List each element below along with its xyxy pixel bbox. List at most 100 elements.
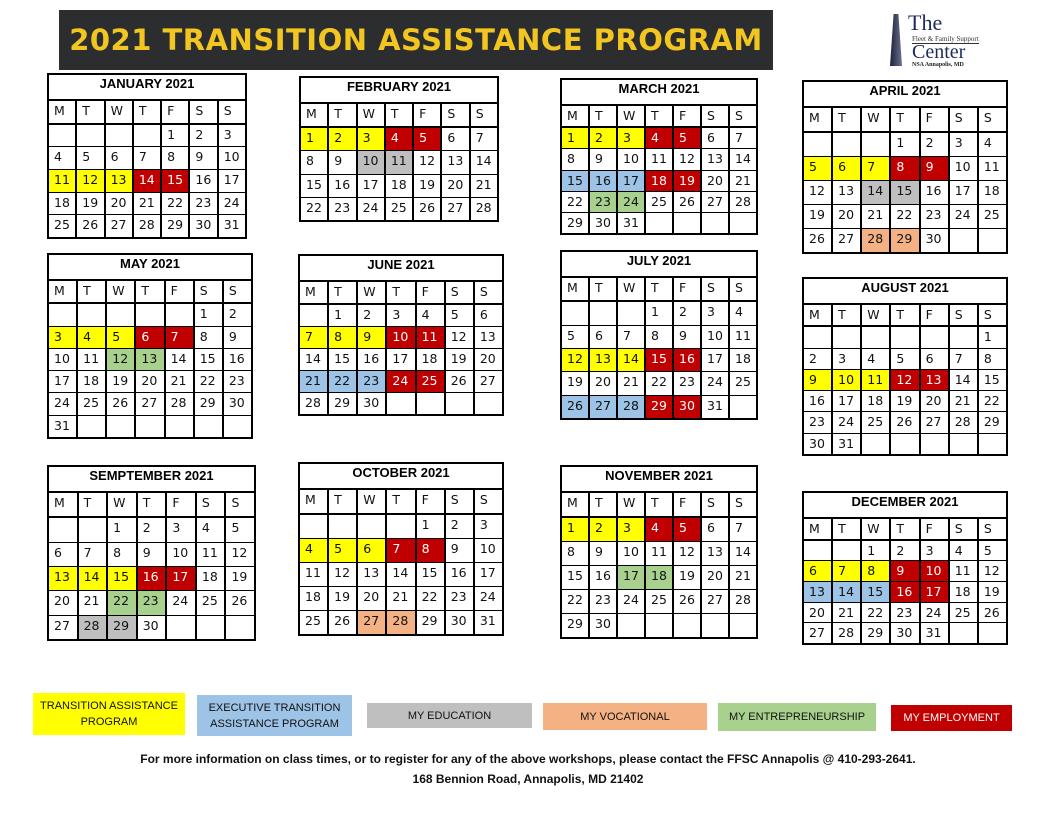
empty-day-cell bbox=[167, 615, 197, 639]
day-cell: 24 bbox=[49, 393, 79, 415]
week-row: 16 17 18 19 20 21 22 bbox=[804, 391, 1006, 413]
weekday-label: W bbox=[862, 108, 892, 131]
day-cell: 9 bbox=[358, 327, 388, 348]
day-cell: 27 bbox=[833, 229, 863, 252]
day-cell: 18 bbox=[646, 170, 674, 191]
empty-day-cell bbox=[891, 327, 921, 348]
day-cell: 9 bbox=[920, 157, 950, 180]
day-cell: 30 bbox=[190, 215, 219, 238]
day-cell: 27 bbox=[442, 197, 471, 221]
weekday-label: W bbox=[358, 282, 388, 303]
day-cell: 1 bbox=[417, 515, 446, 538]
empty-day-cell bbox=[329, 515, 359, 538]
day-cell: 26 bbox=[674, 590, 702, 613]
day-cell: 13 bbox=[920, 369, 950, 391]
weekday-label: S bbox=[983, 521, 992, 536]
empty-day-cell bbox=[950, 327, 979, 348]
day-cell: 20 bbox=[833, 205, 863, 228]
week-row: 18 19 20 21 22 23 24 bbox=[49, 192, 245, 216]
weekday-label: F bbox=[414, 104, 443, 127]
day-cell: 18 bbox=[646, 566, 674, 589]
day-cell: 22 bbox=[195, 371, 224, 393]
week-row: 9 10 11 12 13 14 15 bbox=[804, 369, 1006, 392]
week-row: 30 31 bbox=[804, 433, 1006, 454]
day-cell: 9 bbox=[674, 325, 702, 348]
week-row: 18 19 20 21 22 23 24 bbox=[300, 587, 502, 611]
weekday-label: T bbox=[77, 101, 106, 123]
weekday-label: T bbox=[833, 108, 863, 131]
day-cell: 5 bbox=[674, 128, 702, 149]
day-cell: 8 bbox=[416, 539, 446, 562]
empty-day-cell bbox=[950, 433, 979, 454]
day-cell: 10 bbox=[950, 157, 979, 180]
week-row: 25 26 27 28 29 30 31 bbox=[300, 611, 502, 634]
week-row: 13 14 15 16 17 18 19 bbox=[49, 566, 254, 592]
weekday-label: T bbox=[891, 108, 921, 131]
empty-day-cell bbox=[49, 518, 79, 542]
week-row: 29 30 bbox=[562, 614, 756, 637]
month-title: FEBRUARY 2021 bbox=[301, 78, 497, 104]
day-cell: 19 bbox=[446, 349, 475, 370]
day-cell: 3 bbox=[833, 348, 863, 369]
weekday-label: S bbox=[190, 101, 219, 123]
day-cell: 9 bbox=[590, 542, 618, 565]
weekday-label: W bbox=[106, 101, 134, 123]
day-cell: 2 bbox=[590, 128, 618, 149]
weekday-label: T bbox=[387, 282, 417, 303]
weekday-label: W bbox=[862, 519, 892, 539]
day-cell: 8 bbox=[983, 350, 992, 366]
week-row: 19 20 21 22 23 24 25 bbox=[804, 205, 1006, 229]
day-cell: 13 bbox=[105, 170, 134, 192]
day-cell: 1 bbox=[983, 329, 992, 345]
empty-day-cell bbox=[730, 614, 756, 637]
day-cell: 7 bbox=[387, 539, 417, 562]
day-cell: 29 bbox=[891, 229, 921, 252]
day-cell: 18 bbox=[197, 566, 227, 591]
day-cell: 5 bbox=[983, 542, 992, 558]
weekday-label: F bbox=[674, 278, 702, 301]
day-cell: 27 bbox=[804, 623, 834, 644]
day-cell: 3 bbox=[921, 540, 950, 561]
week-row: 7 8 9 10 11 12 13 bbox=[300, 327, 502, 349]
day-cell: 4 bbox=[417, 305, 446, 326]
day-cell: 9 bbox=[891, 561, 921, 582]
day-cell: 18 bbox=[386, 174, 415, 197]
day-cell: 25 bbox=[950, 602, 979, 623]
day-cell: 27 bbox=[590, 395, 618, 418]
day-cell: 8 bbox=[195, 326, 224, 348]
empty-day-cell bbox=[224, 416, 251, 437]
ffsc-logo: The Fleet & Family Support Center NSA An… bbox=[884, 10, 994, 70]
weekday-label: T bbox=[590, 493, 618, 516]
day-cell: 13 bbox=[49, 566, 79, 591]
day-cell: 12 bbox=[446, 327, 475, 348]
day-cell: 6 bbox=[702, 128, 730, 149]
day-cell: 19 bbox=[414, 174, 443, 197]
day-cell: 22 bbox=[646, 372, 674, 395]
day-cell: 14 bbox=[166, 348, 195, 371]
day-cell: 30 bbox=[590, 212, 618, 234]
empty-day-cell bbox=[446, 393, 475, 414]
weekday-label: S bbox=[197, 493, 227, 517]
day-cell: 26 bbox=[562, 395, 590, 418]
day-cell: 14 bbox=[78, 566, 109, 591]
day-cell: 4 bbox=[735, 304, 743, 320]
day-cell: 15 bbox=[862, 582, 892, 602]
day-cell: 15 bbox=[301, 174, 330, 197]
day-cell: 7 bbox=[300, 327, 330, 348]
day-cell: 13 bbox=[833, 181, 863, 204]
day-cell: 2 bbox=[190, 124, 219, 147]
empty-day-cell bbox=[862, 327, 892, 348]
day-cell: 27 bbox=[921, 412, 950, 433]
day-cell: 17 bbox=[618, 170, 646, 191]
empty-day-cell bbox=[674, 212, 702, 234]
day-cell: 27 bbox=[702, 191, 730, 212]
day-cell: 20 bbox=[590, 372, 618, 395]
day-cell: 22 bbox=[301, 197, 330, 221]
day-cell: 11 bbox=[983, 159, 1000, 174]
day-cell: 5 bbox=[674, 518, 702, 541]
day-cell: 29 bbox=[562, 614, 590, 637]
day-cell: 28 bbox=[475, 199, 492, 215]
